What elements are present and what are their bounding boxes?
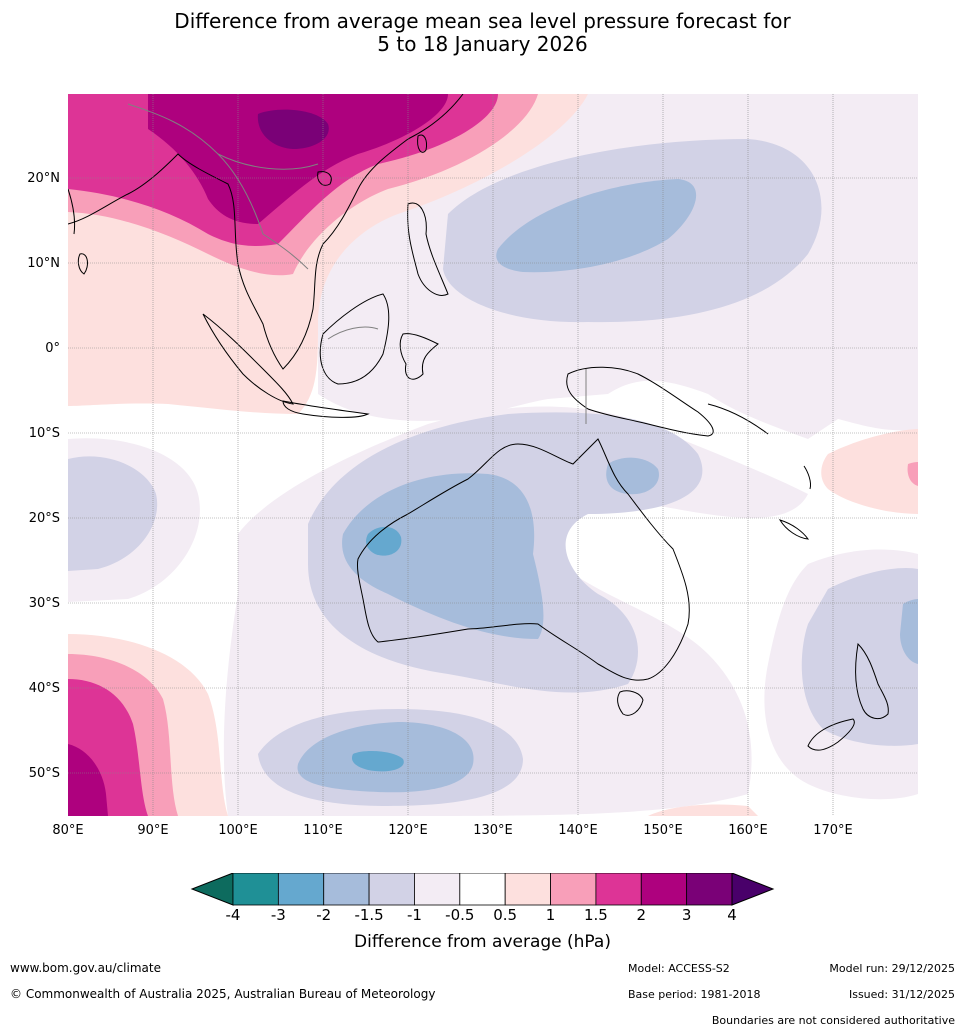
contour-neg-15-coral — [606, 457, 659, 495]
colorbar-tick-label: 3 — [681, 906, 692, 924]
boundary-indochina — [217, 153, 309, 270]
boundary-borneo — [327, 326, 379, 340]
colorbar-extend-high — [731, 873, 775, 906]
colorbar-cell — [232, 873, 279, 906]
tasmania-coast — [617, 690, 644, 716]
contour-neg-1-tasman — [801, 568, 918, 746]
colorbar — [190, 873, 775, 906]
contour-pos-2-sw — [68, 744, 108, 816]
colorbar-cell — [323, 873, 370, 906]
sumatra-coast — [202, 313, 294, 405]
boundary-china — [127, 103, 319, 170]
contour-pos-2-asia — [148, 94, 448, 224]
colorbar-tick-label: -4 — [225, 906, 241, 924]
colorbar-tick-label: -2 — [316, 906, 332, 924]
contour-pos-05-pacific — [821, 429, 918, 514]
sri-lanka-coast — [77, 253, 88, 275]
model-name: Model: ACCESS-S2 — [628, 962, 730, 975]
graticule — [68, 94, 918, 816]
colorbar-cell — [550, 873, 597, 906]
asia-mainland-coast — [68, 94, 464, 370]
lat-label-30s: 30°S — [28, 596, 60, 611]
contour-pos-1-pacific — [907, 462, 918, 486]
colorbar-title: Difference from average (hPa) — [354, 932, 611, 952]
contour-neg-15-pacific — [496, 179, 697, 273]
boundaries-disclaimer: Boundaries are not considered authoritat… — [711, 1014, 955, 1027]
new-caledonia-coast — [778, 519, 810, 540]
solomon-islands-coast — [707, 403, 769, 435]
lat-label-0: 0° — [45, 341, 60, 356]
lon-label-120e: 120°E — [388, 823, 428, 838]
new-zealand-south-coast — [807, 718, 855, 751]
colorbar-cell — [277, 873, 325, 906]
lon-label-160e: 160°E — [728, 823, 768, 838]
pressure-anomaly-map — [68, 94, 918, 816]
lon-label-140e: 140°E — [558, 823, 598, 838]
java-coast — [282, 400, 370, 418]
colorbar-tick-label: 1 — [545, 906, 556, 924]
australia-coast — [357, 438, 690, 681]
lon-label-90e: 90°E — [137, 823, 169, 838]
lat-label-40s: 40°S — [28, 681, 60, 696]
website-url[interactable]: www.bom.gov.au/climate — [10, 961, 161, 975]
anomaly-contours — [68, 94, 918, 816]
title-line-1: Difference from average mean sea level p… — [174, 9, 791, 33]
colorbar-cell — [368, 873, 415, 906]
contour-neg-15-tasman — [900, 599, 918, 664]
contour-pos-05-south — [648, 804, 758, 816]
base-period: Base period: 1981-2018 — [628, 988, 761, 1001]
hainan-coast — [317, 171, 332, 186]
colorbar-tick-label: 4 — [727, 906, 737, 924]
coastlines — [68, 94, 889, 751]
lon-label-80e: 80°E — [52, 823, 84, 838]
lon-label-100e: 100°E — [218, 823, 258, 838]
contour-pos-3-asia — [257, 109, 329, 149]
sulawesi-coast — [399, 333, 439, 380]
lat-label-20n: 20°N — [27, 171, 60, 186]
philippines-coast — [407, 202, 449, 296]
colorbar-cell — [459, 873, 506, 906]
taiwan-coast — [417, 134, 427, 153]
new-zealand-north-coast — [855, 642, 889, 720]
colorbar-cells — [190, 873, 775, 906]
colorbar-tick-label: 1.5 — [583, 906, 608, 924]
colorbar-tick-label: 2 — [636, 906, 647, 924]
lon-label-170e: 170°E — [813, 823, 853, 838]
contour-neg-2-wa — [366, 526, 402, 556]
issued-date: Issued: 31/12/2025 — [848, 988, 955, 1001]
colorbar-tick-label: -3 — [270, 906, 286, 924]
contour-neg-2-southern — [351, 751, 404, 772]
title-line-2: 5 to 18 January 2026 — [377, 32, 588, 56]
copyright-text: © Commonwealth of Australia 2025, Austra… — [10, 987, 436, 1001]
lon-label-110e: 110°E — [303, 823, 343, 838]
colorbar-tick-label: -1 — [406, 906, 422, 924]
lon-label-130e: 130°E — [473, 823, 513, 838]
contour-neg-1-west — [68, 456, 158, 571]
colorbar-extend-low — [190, 873, 234, 906]
model-run-date: Model run: 29/12/2025 — [829, 962, 955, 975]
chart-title: Difference from average mean sea level p… — [0, 10, 965, 56]
vanuatu-coast — [803, 465, 811, 490]
political-boundaries — [127, 103, 587, 424]
india-coast — [68, 188, 76, 235]
colorbar-cell — [504, 873, 551, 906]
borneo-coast — [319, 293, 390, 385]
lon-label-150e: 150°E — [643, 823, 683, 838]
colorbar-tick-label: 0.5 — [493, 906, 518, 924]
colorbar-cell — [595, 873, 642, 906]
colorbar-cell — [686, 873, 733, 906]
colorbar-cell — [414, 873, 461, 906]
colorbar-tick-label: -0.5 — [445, 906, 475, 924]
lat-label-10s: 10°S — [28, 426, 60, 441]
lat-label-50s: 50°S — [28, 766, 60, 781]
colorbar-tick-label: -1.5 — [354, 906, 384, 924]
colorbar-cell — [640, 873, 688, 906]
lat-label-20s: 20°S — [28, 511, 60, 526]
new-guinea-coast — [566, 366, 714, 437]
lat-label-10n: 10°N — [27, 256, 60, 271]
